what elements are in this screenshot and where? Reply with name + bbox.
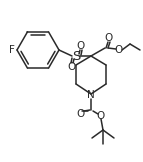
Text: O: O — [77, 41, 85, 51]
Text: S: S — [72, 50, 80, 63]
Text: N: N — [87, 90, 95, 100]
Text: O: O — [68, 62, 76, 72]
Text: O: O — [105, 33, 113, 43]
Text: O: O — [97, 111, 105, 121]
Text: F: F — [9, 45, 15, 55]
Text: O: O — [115, 45, 123, 55]
Text: O: O — [77, 109, 85, 119]
